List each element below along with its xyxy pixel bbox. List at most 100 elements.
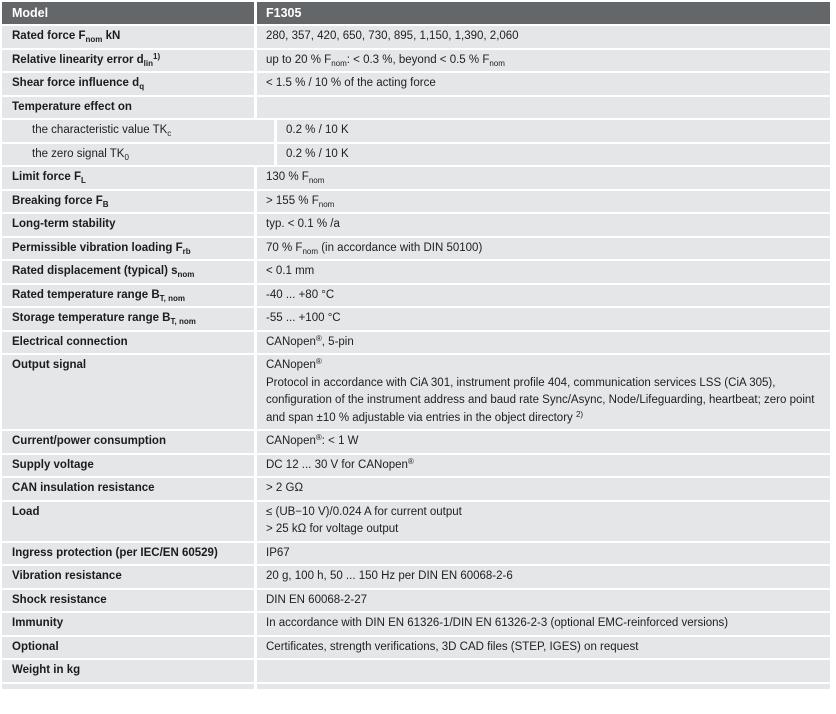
row-value-line: Certificates, strength verifications, 3D… bbox=[266, 640, 639, 653]
row-value-line: 130 % Fnom bbox=[266, 171, 325, 185]
row-value-line: 0.2 % / 10 K bbox=[286, 124, 349, 136]
cutoff-partial-label-cell bbox=[2, 683, 254, 689]
table-row: Current/power consumption CANopen®: < 1 W bbox=[2, 431, 830, 453]
row-label: Long-term stability bbox=[2, 214, 254, 236]
row-label: Rated temperature range BT, nom bbox=[2, 284, 254, 306]
row-value: typ. < 0.1 % /a bbox=[257, 214, 830, 236]
row-label: Rated displacement (typical) snom bbox=[2, 261, 254, 283]
row-label: Electrical connection bbox=[2, 331, 254, 353]
row-label: Shear force influence dq bbox=[2, 73, 254, 95]
row-value-line: < 0.1 mm bbox=[266, 265, 315, 277]
row-label: Temperature effect on bbox=[2, 96, 254, 118]
header-model-value: F1305 bbox=[257, 2, 830, 24]
row-label: the characteristic value TKc bbox=[2, 120, 274, 142]
table-row: Breaking force FB > 155 % Fnom bbox=[2, 190, 830, 212]
row-value: 70 % Fnom (in accordance with DIN 50100) bbox=[257, 237, 830, 259]
row-value-line: 0.2 % / 10 K bbox=[286, 147, 349, 160]
table-row: Permissible vibration loading Frb 70 % Fn… bbox=[2, 237, 830, 259]
row-value-line: 280, 357, 420, 650, 730, 895, 1,150, 1,3… bbox=[266, 30, 519, 42]
row-value-line: ≤ (UB−10 V)/0.024 A for current output bbox=[266, 505, 462, 518]
row-label: Supply voltage bbox=[2, 454, 254, 476]
row-value: Certificates, strength verifications, 3D… bbox=[257, 636, 830, 658]
row-value-line: Protocol in accordance with CiA 301, ins… bbox=[266, 376, 815, 424]
row-value-line: DC 12 ... 30 V for CANopen® bbox=[266, 456, 414, 471]
row-value: 20 g, 100 h, 50 ... 150 Hz per DIN EN 60… bbox=[257, 566, 830, 588]
row-value bbox=[257, 96, 830, 118]
row-label: Weight in kg bbox=[2, 660, 254, 682]
row-value: ≤ (UB−10 V)/0.024 A for current output > … bbox=[257, 501, 830, 541]
row-value: DIN EN 60068-2-27 bbox=[257, 589, 830, 611]
table-row: Rated displacement (typical) snom < 0.1 m… bbox=[2, 261, 830, 283]
table-row: Weight in kg bbox=[2, 660, 830, 682]
row-value: 130 % Fnom bbox=[257, 167, 830, 189]
row-label: the zero signal TK0 bbox=[2, 143, 274, 165]
table-row: Optional Certificates, strength verificat… bbox=[2, 636, 830, 658]
row-value-line: up to 20 % Fnom: < 0.3 %, beyond < 0.5 %… bbox=[266, 53, 505, 68]
row-value-line: 20 g, 100 h, 50 ... 150 Hz per DIN EN 60… bbox=[266, 570, 513, 582]
row-value: DC 12 ... 30 V for CANopen® bbox=[257, 454, 830, 476]
row-label: Load bbox=[2, 501, 254, 541]
header-model-label: Model bbox=[2, 2, 254, 24]
row-value-line: -40 ... +80 °C bbox=[266, 288, 335, 301]
row-value-line: In accordance with DIN EN 61326-1/DIN EN… bbox=[266, 617, 729, 629]
table-row: Rated force Fnom kN 280, 357, 420, 650, 7… bbox=[2, 26, 830, 48]
row-value-line: > 2 GΩ bbox=[266, 482, 304, 494]
row-value: up to 20 % Fnom: < 0.3 %, beyond < 0.5 %… bbox=[257, 49, 830, 71]
table-row: CAN insulation resistance > 2 GΩ bbox=[2, 478, 830, 500]
row-value: < 0.1 mm bbox=[257, 261, 830, 283]
row-value: In accordance with DIN EN 61326-1/DIN EN… bbox=[257, 613, 830, 635]
table-row: Output signal CANopen® Protocol in accorda… bbox=[2, 355, 830, 429]
row-value-line: DIN EN 60068-2-27 bbox=[266, 593, 367, 606]
row-label: Current/power consumption bbox=[2, 431, 254, 453]
row-label: Vibration resistance bbox=[2, 566, 254, 588]
row-value: CANopen®: < 1 W bbox=[257, 431, 830, 453]
table-row: Shock resistance DIN EN 60068-2-27 bbox=[2, 589, 830, 611]
row-value: 0.2 % / 10 K bbox=[277, 120, 830, 142]
spec-table: Model F1305 Rated force Fnom kN 280, 357,… bbox=[2, 2, 830, 689]
row-value: > 155 % Fnom bbox=[257, 190, 830, 212]
table-row: Load ≤ (UB−10 V)/0.024 A for current outp… bbox=[2, 501, 830, 541]
row-value: CANopen® Protocol in accordance with CiA … bbox=[257, 355, 830, 429]
row-value-line: CANopen® bbox=[266, 357, 322, 372]
row-value: IP67 bbox=[257, 542, 830, 564]
table-row: Long-term stability typ. < 0.1 % /a bbox=[2, 214, 830, 236]
row-value-line: typ. < 0.1 % /a bbox=[266, 218, 340, 230]
row-value-line: > 155 % Fnom bbox=[266, 194, 335, 209]
table-row: Storage temperature range BT, nom -55 ...… bbox=[2, 308, 830, 330]
table-row: Immunity In accordance with DIN EN 61326-… bbox=[2, 613, 830, 635]
row-label: Breaking force FB bbox=[2, 190, 254, 212]
row-label: Relative linearity error dlin1) bbox=[2, 49, 254, 71]
row-value-line: CANopen®, 5-pin bbox=[266, 333, 354, 348]
row-value: 0.2 % / 10 K bbox=[277, 143, 830, 165]
row-value-line: IP67 bbox=[266, 546, 290, 559]
row-value-line: < 1.5 % / 10 % of the acting force bbox=[266, 77, 436, 89]
table-row: Relative linearity error dlin1) up to 20 … bbox=[2, 49, 830, 71]
cutoff-partial-row bbox=[2, 683, 830, 689]
row-value bbox=[257, 660, 830, 682]
row-label: Permissible vibration loading Frb bbox=[2, 237, 254, 259]
table-row: Rated temperature range BT, nom -40 ... +… bbox=[2, 284, 830, 306]
table-row: Limit force FL 130 % Fnom bbox=[2, 167, 830, 189]
table-header-row: Model F1305 bbox=[2, 2, 830, 24]
row-label: Storage temperature range BT, nom bbox=[2, 308, 254, 330]
row-value: -55 ... +100 °C bbox=[257, 308, 830, 330]
row-label: Shock resistance bbox=[2, 589, 254, 611]
row-value: 280, 357, 420, 650, 730, 895, 1,150, 1,3… bbox=[257, 26, 830, 48]
row-value-line: 70 % Fnom (in accordance with DIN 50100) bbox=[266, 241, 483, 256]
table-body: Rated force Fnom kN 280, 357, 420, 650, 7… bbox=[2, 26, 830, 682]
row-value: CANopen®, 5-pin bbox=[257, 331, 830, 353]
row-value-line: -55 ... +100 °C bbox=[266, 312, 341, 324]
table-row: Temperature effect on bbox=[2, 96, 830, 118]
row-value: -40 ... +80 °C bbox=[257, 284, 830, 306]
row-label: Rated force Fnom kN bbox=[2, 26, 254, 48]
row-label: Optional bbox=[2, 636, 254, 658]
cutoff-partial-value-cell bbox=[257, 683, 830, 689]
row-value-line: > 25 kΩ for voltage output bbox=[266, 523, 399, 535]
row-label: Limit force FL bbox=[2, 167, 254, 189]
row-label: Ingress protection (per IEC/EN 60529) bbox=[2, 542, 254, 564]
row-value-line: CANopen®: < 1 W bbox=[266, 433, 359, 448]
table-row: Supply voltage DC 12 ... 30 V for CANopen… bbox=[2, 454, 830, 476]
table-row: Vibration resistance 20 g, 100 h, 50 ... … bbox=[2, 566, 830, 588]
row-label: Immunity bbox=[2, 613, 254, 635]
table-row: the characteristic value TKc 0.2 % / 10 K bbox=[2, 120, 830, 142]
